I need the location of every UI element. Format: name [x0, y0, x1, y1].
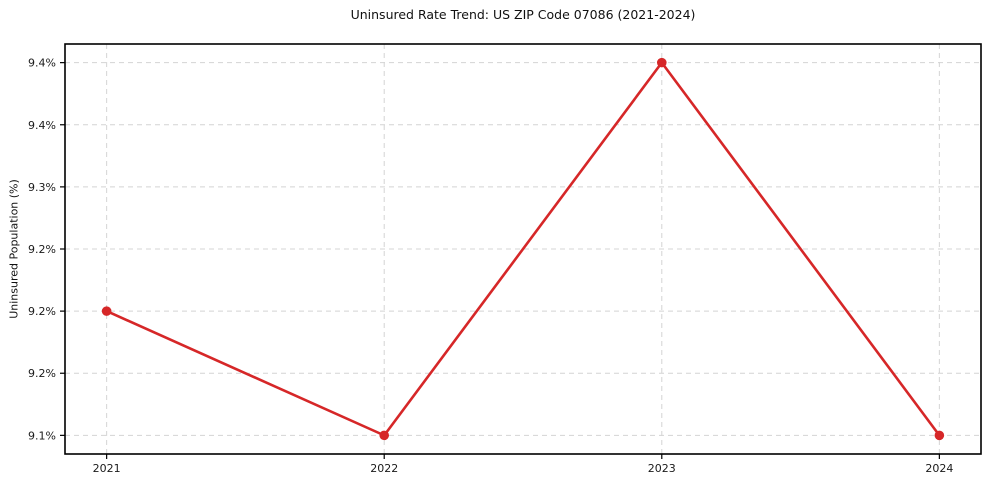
y-tick-label: 9.2% [28, 367, 56, 380]
y-tick-label: 9.2% [28, 305, 56, 318]
y-tick-label: 9.2% [28, 243, 56, 256]
x-tick-label: 2022 [370, 462, 398, 475]
x-tick-label: 2024 [925, 462, 953, 475]
y-tick-label: 9.1% [28, 429, 56, 442]
data-line [105, 61, 941, 437]
y-tick-label: 9.4% [28, 57, 56, 70]
x-tick-label: 2021 [93, 462, 121, 475]
data-point [656, 57, 667, 68]
y-tick-label: 9.4% [28, 119, 56, 132]
data-point [101, 306, 112, 316]
x-tick-label: 2023 [648, 462, 676, 475]
data-point [934, 430, 945, 441]
chart-title: Uninsured Rate Trend: US ZIP Code 07086 … [350, 7, 696, 22]
data-point [379, 430, 390, 441]
y-tick-label: 9.3% [28, 181, 56, 194]
